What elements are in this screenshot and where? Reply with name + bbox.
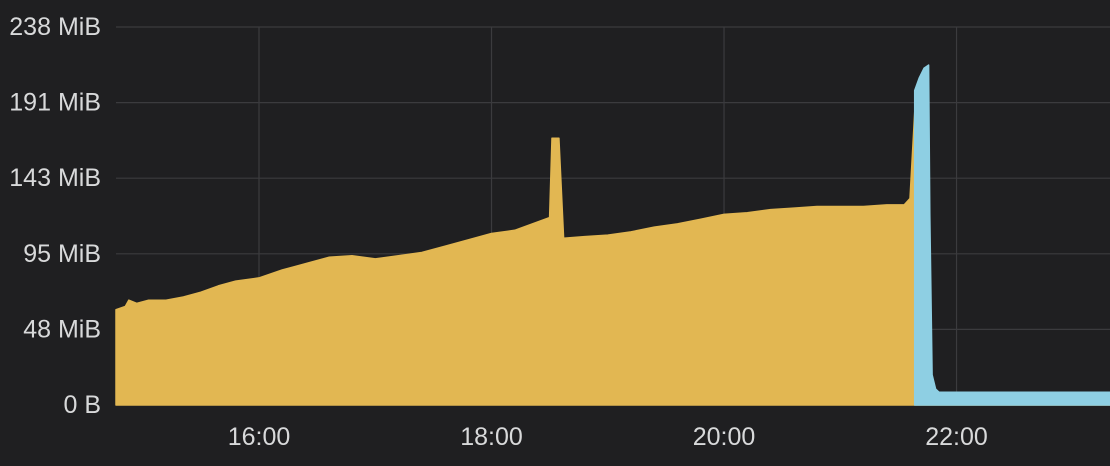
y-axis-labels: 0 B 48 MiB 95 MiB 143 MiB 191 MiB 238 MiB [9,13,101,419]
x-tick-label: 18:00 [460,423,523,451]
y-tick-label: 191 MiB [9,89,101,117]
x-tick-label: 20:00 [693,423,756,451]
x-tick-label: 16:00 [228,423,291,451]
y-tick-label: 238 MiB [9,13,101,41]
x-tick-label: 22:00 [925,423,988,451]
y-tick-label: 0 B [63,391,101,419]
y-tick-label: 48 MiB [23,315,101,343]
y-tick-label: 95 MiB [23,240,101,268]
series-layer [115,64,1110,406]
y-tick-label: 143 MiB [9,164,101,192]
x-axis-labels: 16:00 18:00 20:00 22:00 [228,423,988,451]
series-2-area [913,64,1110,406]
series-1-area [115,73,1110,406]
